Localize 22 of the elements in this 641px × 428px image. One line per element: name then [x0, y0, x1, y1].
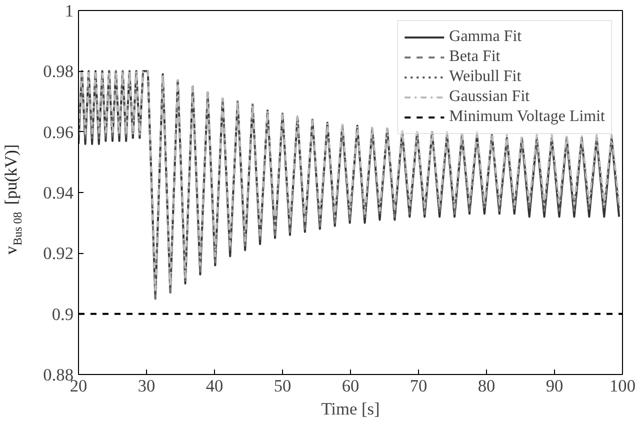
y-tick-label: 0.96: [43, 122, 74, 142]
x-tick-label: 100: [610, 376, 636, 396]
x-tick-label: 30: [138, 376, 156, 396]
legend-label: Minimum Voltage Limit: [449, 108, 605, 126]
legend-label: Weibull Fit: [449, 68, 522, 86]
legend-label: Gamma Fit: [449, 28, 522, 46]
y-axis-title: vBus 08 [pu(kV)]: [2, 144, 24, 254]
x-tick-label: 90: [546, 376, 564, 396]
y-tick-label: 1: [64, 2, 74, 20]
y-tick-label: 0.94: [43, 184, 74, 202]
y-tick-label: 0.98: [43, 62, 74, 82]
x-tick-label: 80: [478, 376, 496, 396]
y-tick-label: 0.9: [52, 304, 74, 324]
x-tick-label: 70: [410, 376, 428, 396]
legend-label: Gaussian Fit: [449, 88, 530, 106]
y-tick-label: 0.92: [43, 244, 74, 264]
x-axis-title: Time [s]: [321, 400, 380, 418]
x-tick-label: 40: [206, 376, 224, 396]
legend-label: Beta Fit: [449, 48, 500, 66]
y-tick-label: 0.88: [43, 366, 74, 384]
x-tick-label: 60: [342, 376, 360, 396]
x-tick-label: 50: [274, 376, 292, 396]
